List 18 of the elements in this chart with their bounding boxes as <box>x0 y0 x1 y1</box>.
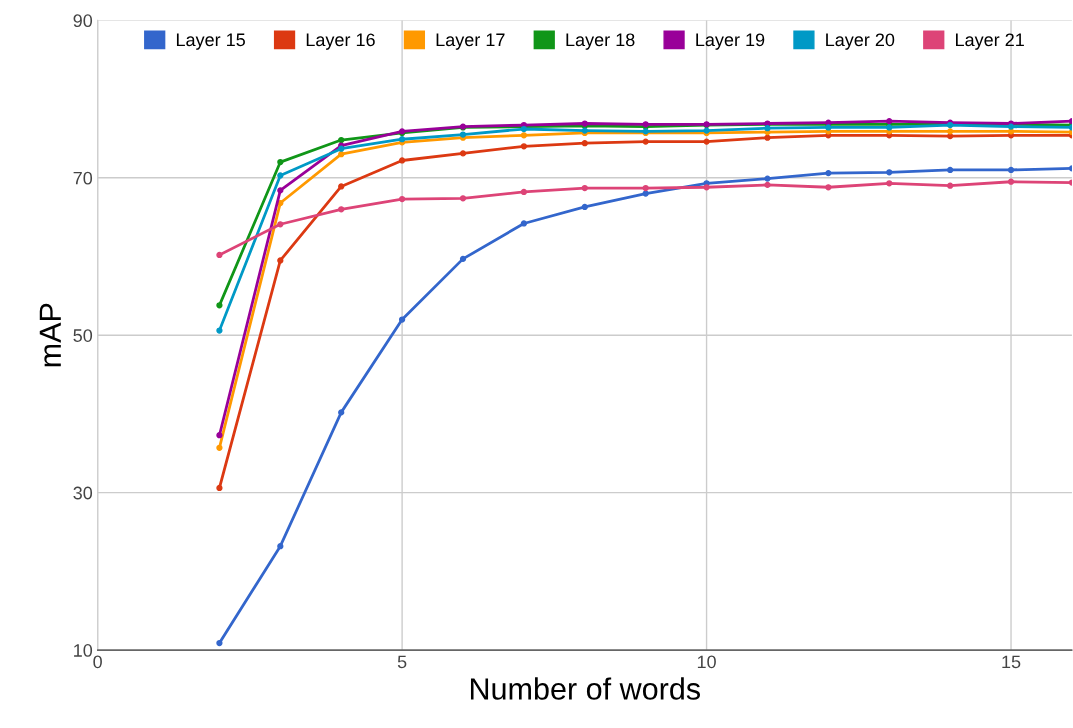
legend-label: Layer 16 <box>306 33 375 50</box>
y-tick-label: 70 <box>73 171 93 185</box>
y-tick-label: 30 <box>73 486 93 500</box>
y-tick-label: 50 <box>73 329 93 342</box>
legend-label: Layer 15 <box>176 33 245 50</box>
legend-label: Layer 20 <box>826 33 895 50</box>
x-tick-label: 15 <box>1002 655 1021 669</box>
y-tick-label: 90 <box>73 14 93 28</box>
legend-label: Layer 19 <box>696 33 765 50</box>
legend-label: Layer 18 <box>566 33 635 50</box>
x-tick-label: 5 <box>397 655 407 669</box>
y-tick-label: 10 <box>74 644 93 657</box>
legend-label: Layer 21 <box>956 33 1024 50</box>
legend-label: Layer 17 <box>436 33 505 50</box>
x-axis-title: Number of words <box>470 677 701 700</box>
y-axis-title: mAP <box>39 303 61 367</box>
x-tick-label: 10 <box>697 655 716 669</box>
x-tick-label: 0 <box>93 655 102 669</box>
